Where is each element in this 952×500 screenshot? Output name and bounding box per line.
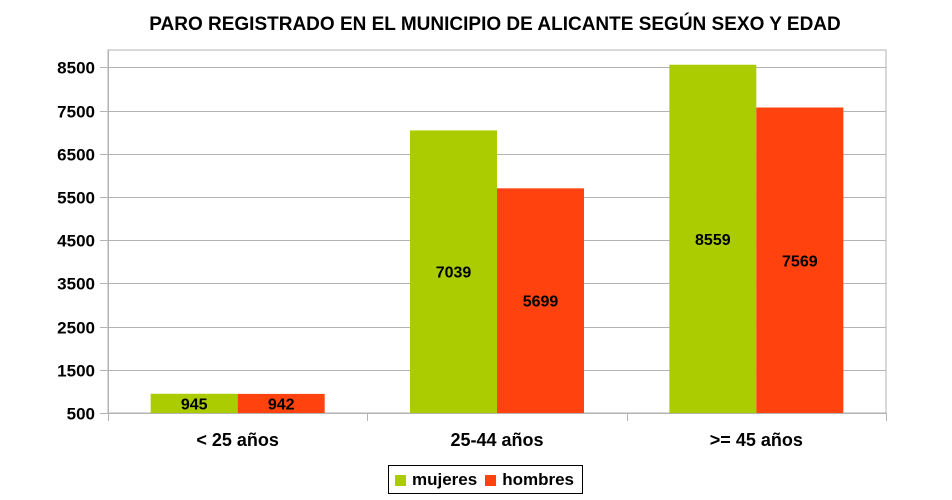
y-tick-label-1500: 1500	[57, 362, 95, 381]
bar-hombres-0	[237, 393, 325, 413]
data-label-mujeres-1: 7039	[436, 265, 472, 282]
x-tick-label-0: < 25 años	[196, 430, 279, 450]
y-tick-label-4500: 4500	[57, 232, 95, 251]
legend-item-hombres: hombres	[485, 470, 574, 490]
legend-item-mujeres: mujeres	[395, 470, 477, 490]
y-tick-label-3500: 3500	[57, 275, 95, 294]
data-label-hombres-0: 942	[268, 396, 295, 413]
data-label-hombres-1: 5699	[523, 294, 559, 311]
y-tick-label-500: 500	[67, 405, 95, 424]
legend: mujeres hombres	[388, 465, 583, 494]
legend-swatch-hombres	[485, 474, 497, 486]
legend-swatch-mujeres	[395, 474, 406, 486]
y-tick-label-8500: 8500	[57, 59, 95, 78]
bar-mujeres-0	[150, 393, 238, 413]
legend-label-hombres: hombres	[502, 470, 574, 489]
data-label-mujeres-2: 8559	[695, 232, 731, 249]
bar-hombres-2	[756, 107, 844, 413]
y-tick-label-2500: 2500	[57, 319, 95, 338]
data-label-hombres-2: 7569	[782, 253, 818, 270]
bar-hombres-1	[497, 188, 584, 413]
x-tick-label-1: 25-44 años	[450, 430, 543, 450]
x-tick-label-2: >= 45 años	[710, 430, 803, 450]
bar-mujeres-1	[410, 130, 497, 413]
data-label-mujeres-0: 945	[181, 396, 208, 413]
bar-mujeres-2	[669, 64, 757, 413]
y-tick-label-6500: 6500	[57, 146, 95, 165]
y-tick-label-5500: 5500	[57, 189, 95, 208]
chart-title: PARO REGISTRADO EN EL MUNICIPIO DE ALICA…	[149, 14, 841, 35]
legend-label-mujeres: mujeres	[412, 470, 478, 489]
y-tick-label-7500: 7500	[57, 103, 95, 122]
